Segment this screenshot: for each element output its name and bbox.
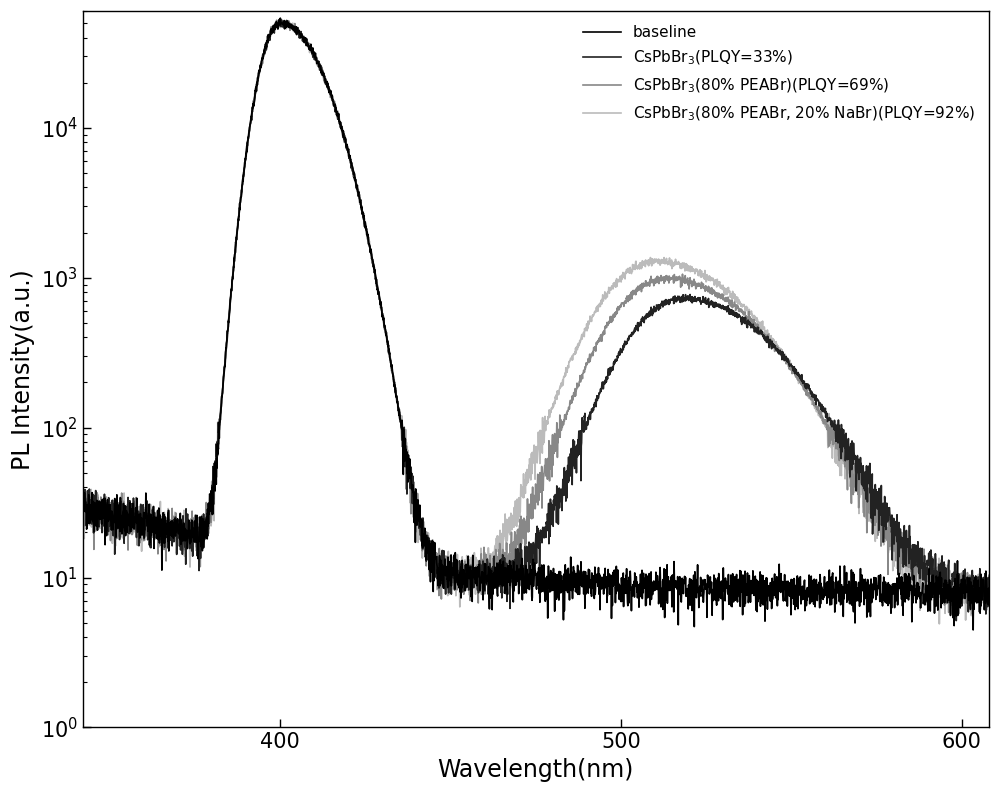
Y-axis label: PL Intensity(a.u.): PL Intensity(a.u.) <box>11 269 35 469</box>
CsPbBr$_3$(PLQY=33%) <box>868 492 880 502</box>
baseline <box>868 581 880 591</box>
CsPbBr$_3$(80% PEABr)(PLQY=69%) <box>424 539 436 549</box>
CsPbBr$_3$(80% PEABr, 20% NaBr)(PLQY=92%) <box>77 501 89 511</box>
baseline <box>77 496 89 506</box>
Legend: baseline, CsPbBr$_3$(PLQY=33%), CsPbBr$_3$(80% PEABr)(PLQY=69%), CsPbBr$_3$(80% : baseline, CsPbBr$_3$(PLQY=33%), CsPbBr$_… <box>576 19 981 128</box>
CsPbBr$_3$(80% PEABr, 20% NaBr)(PLQY=92%) <box>966 596 978 606</box>
CsPbBr$_3$(PLQY=33%) <box>966 576 978 585</box>
CsPbBr$_3$(80% PEABr, 20% NaBr)(PLQY=92%) <box>933 619 945 629</box>
CsPbBr$_3$(80% PEABr)(PLQY=69%) <box>983 571 995 580</box>
CsPbBr$_3$(80% PEABr)(PLQY=69%) <box>464 574 476 584</box>
CsPbBr$_3$(80% PEABr)(PLQY=69%) <box>180 518 192 527</box>
CsPbBr$_3$(80% PEABr)(PLQY=69%) <box>966 609 978 619</box>
CsPbBr$_3$(80% PEABr, 20% NaBr)(PLQY=92%) <box>424 544 436 554</box>
Line: CsPbBr$_3$(80% PEABr, 20% NaBr)(PLQY=92%): CsPbBr$_3$(80% PEABr, 20% NaBr)(PLQY=92%… <box>83 21 989 624</box>
CsPbBr$_3$(80% PEABr, 20% NaBr)(PLQY=92%) <box>180 542 192 552</box>
CsPbBr$_3$(80% PEABr)(PLQY=69%) <box>276 15 288 25</box>
baseline <box>234 205 246 214</box>
CsPbBr$_3$(80% PEABr, 20% NaBr)(PLQY=92%) <box>868 503 880 512</box>
CsPbBr$_3$(80% PEABr, 20% NaBr)(PLQY=92%) <box>276 16 288 25</box>
baseline <box>424 577 436 587</box>
CsPbBr$_3$(PLQY=33%) <box>234 198 246 208</box>
X-axis label: Wavelength(nm): Wavelength(nm) <box>438 758 634 782</box>
baseline <box>180 525 192 534</box>
CsPbBr$_3$(80% PEABr)(PLQY=69%) <box>965 599 977 608</box>
baseline <box>967 625 979 634</box>
CsPbBr$_3$(PLQY=33%) <box>950 616 962 626</box>
CsPbBr$_3$(80% PEABr, 20% NaBr)(PLQY=92%) <box>234 202 246 212</box>
CsPbBr$_3$(PLQY=33%) <box>77 499 89 508</box>
CsPbBr$_3$(80% PEABr)(PLQY=69%) <box>77 509 89 519</box>
baseline <box>965 591 977 600</box>
baseline <box>983 588 995 597</box>
Line: CsPbBr$_3$(80% PEABr)(PLQY=69%): CsPbBr$_3$(80% PEABr)(PLQY=69%) <box>83 20 989 614</box>
CsPbBr$_3$(80% PEABr)(PLQY=69%) <box>234 202 246 212</box>
CsPbBr$_3$(80% PEABr, 20% NaBr)(PLQY=92%) <box>464 555 476 565</box>
Line: CsPbBr$_3$(PLQY=33%): CsPbBr$_3$(PLQY=33%) <box>83 20 989 621</box>
CsPbBr$_3$(80% PEABr, 20% NaBr)(PLQY=92%) <box>983 591 995 600</box>
CsPbBr$_3$(PLQY=33%) <box>424 567 436 577</box>
Line: baseline: baseline <box>83 18 989 630</box>
CsPbBr$_3$(PLQY=33%) <box>464 565 476 574</box>
CsPbBr$_3$(80% PEABr)(PLQY=69%) <box>868 497 880 507</box>
CsPbBr$_3$(PLQY=33%) <box>983 592 995 602</box>
baseline <box>464 573 476 582</box>
CsPbBr$_3$(PLQY=33%) <box>275 15 287 25</box>
baseline <box>274 13 286 23</box>
CsPbBr$_3$(PLQY=33%) <box>180 504 192 514</box>
